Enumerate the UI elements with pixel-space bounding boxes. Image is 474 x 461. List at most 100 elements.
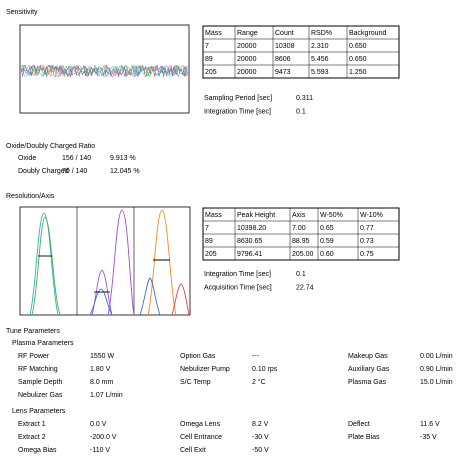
param-value: 11.6 V <box>420 421 440 428</box>
param-value: 15.0 L/min <box>420 379 453 386</box>
peak-shapes <box>29 207 190 316</box>
param-value: 1550 W <box>90 353 115 360</box>
table-header: Peak Height <box>237 212 275 219</box>
table-header: Axis <box>292 212 306 219</box>
table-cell: 1.250 <box>349 69 367 76</box>
param-value: 8.2 V <box>252 421 269 428</box>
table-cell: 7 <box>205 43 209 50</box>
peak-plot <box>19 206 191 316</box>
param-label: S/C Temp <box>180 379 211 386</box>
table-cell: 8630.65 <box>237 238 262 245</box>
param-value: --- <box>252 353 260 360</box>
ratio-value: 9.913 % <box>110 155 136 162</box>
table-cell: 0.59 <box>320 238 334 245</box>
table-cell: 0.77 <box>360 225 374 232</box>
param-value: 0.1 <box>296 271 306 278</box>
table-cell: 7.00 <box>292 225 306 232</box>
ratio-label: Oxide <box>18 155 36 162</box>
trace-line <box>20 64 188 78</box>
param-value: 22.74 <box>296 284 314 291</box>
param-label: Auxiliary Gas <box>348 366 390 373</box>
table-header: Background <box>349 30 386 37</box>
param-label: Omega Bias <box>18 447 57 454</box>
param-label: Nebulizer Pump <box>180 366 230 373</box>
table-cell: 0.65 <box>320 225 334 232</box>
param-value: 2 °C <box>252 378 266 386</box>
param-value: -110 V <box>90 447 110 454</box>
param-value: -30 V <box>252 434 269 441</box>
param-label: Sampling Period [sec] <box>204 95 272 102</box>
param-label: Deflect <box>348 421 370 428</box>
table-cell: 10308 <box>275 43 295 50</box>
table-header: RSD% <box>311 30 332 37</box>
param-value: 8.0 mm <box>90 379 114 386</box>
table-header: Mass <box>205 30 222 37</box>
table-cell: 20000 <box>237 56 257 63</box>
table-cell: 205.00 <box>292 251 314 258</box>
subsection-title: Plasma Parameters <box>12 340 74 347</box>
table-cell: 0.75 <box>360 251 374 258</box>
section-title: Sensitivity <box>6 9 38 16</box>
param-label: Cell Exit <box>180 447 206 454</box>
table-cell: 20000 <box>237 43 257 50</box>
param-label: Makeup Gas <box>348 353 388 360</box>
table-cell: 5.593 <box>311 69 329 76</box>
table-cell: 0.73 <box>360 238 374 245</box>
table-header: W-10% <box>360 212 383 219</box>
table-cell: 89 <box>205 238 213 245</box>
table-cell: 7 <box>205 225 209 232</box>
ratio-counts: 156 / 140 <box>62 155 91 162</box>
param-label: Extract 1 <box>18 421 46 428</box>
section-title: Tune Parameters <box>6 328 60 335</box>
ratio-label: Doubly Charged <box>18 168 69 175</box>
param-label: Plate Bias <box>348 434 380 441</box>
param-value: 1.07 L/min <box>90 392 123 399</box>
param-value: -50 V <box>252 447 269 454</box>
param-value: 0.0 V <box>90 421 107 428</box>
table-cell: 20000 <box>237 69 257 76</box>
table-cell: 88.95 <box>292 238 310 245</box>
table-cell: 8606 <box>275 56 291 63</box>
param-label: Extract 2 <box>18 434 46 441</box>
param-value: -35 V <box>420 434 437 441</box>
table-cell: 9473 <box>275 69 291 76</box>
section-title: Resolution/Axis <box>6 193 55 200</box>
table-cell: 89 <box>205 56 213 63</box>
ratio-value: 12.045 % <box>110 168 140 175</box>
param-value: 0.90 L/min <box>420 366 453 373</box>
param-value: 0.311 <box>296 95 313 102</box>
param-label: Omega Lens <box>180 421 221 428</box>
table-header: Mass <box>205 212 222 219</box>
param-label: RF Matching <box>18 366 58 373</box>
param-value: 0.1 <box>296 108 306 115</box>
trace-line <box>20 64 188 78</box>
param-label: Nebulizer Gas <box>18 392 63 399</box>
table-cell: 2.310 <box>311 43 329 50</box>
table-header: Range <box>237 30 258 37</box>
param-label: Integration Time [sec] <box>204 271 271 278</box>
table-cell: 0.60 <box>320 251 334 258</box>
table-cell: 10398.20 <box>237 225 266 232</box>
param-label: Sample Depth <box>18 379 62 386</box>
sensitivity-trace <box>20 64 188 78</box>
param-value: 0.00 L/min <box>420 353 453 360</box>
param-label: Option Gas <box>180 353 216 360</box>
section-title: Oxide/Doubly Charged Ratio <box>6 143 95 150</box>
table-cell: 9796.41 <box>237 251 262 258</box>
table-cell: 5.456 <box>311 56 329 63</box>
param-value: 1.80 V <box>90 366 111 373</box>
table-header: Count <box>275 30 294 37</box>
table-cell: 205 <box>205 69 217 76</box>
ratio-counts: 70 / 140 <box>62 168 87 175</box>
table-cell: 0.650 <box>349 56 367 63</box>
param-label: RF Power <box>18 353 50 360</box>
table-header: W-50% <box>320 212 343 219</box>
param-label: Acquisition Time [sec] <box>204 284 272 291</box>
subsection-title: Lens Parameters <box>12 408 66 415</box>
param-label: Plasma Gas <box>348 379 387 386</box>
param-value: 0.10 rps <box>252 366 278 373</box>
table-cell: 205 <box>205 251 217 258</box>
table-cell: 0.650 <box>349 43 367 50</box>
param-label: Cell Entrance <box>180 434 222 441</box>
